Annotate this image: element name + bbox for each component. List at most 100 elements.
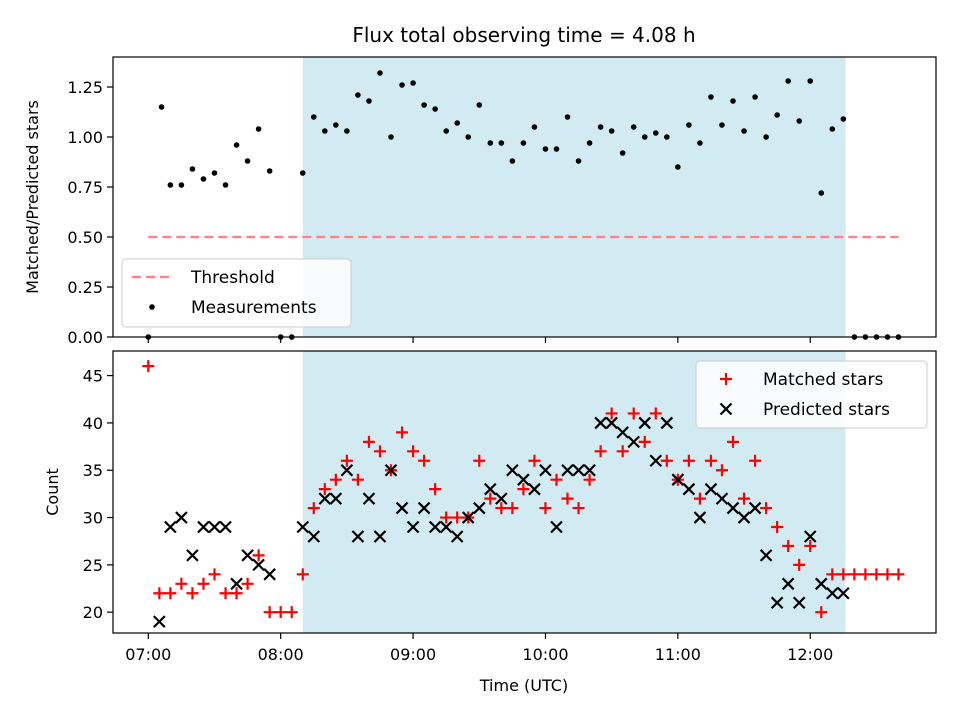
matched-stars-point [219,587,232,600]
matched-stars-point [175,577,188,590]
matched-stars-point [870,568,883,581]
measurement-point [619,150,626,156]
ratio-legend: Threshold Measurements [121,258,352,328]
predicted-stars-point [826,586,839,600]
matched-stars-point [720,373,732,385]
predicted-stars-point [726,501,740,515]
measurement-point [719,122,725,128]
measurement-point [708,94,714,100]
chart-title: Flux total observing time = 4.08 h [352,23,695,47]
measurement-point [675,164,681,170]
measurement-point [763,134,769,140]
predicted-stars-point [561,463,574,477]
matched-stars-point [727,435,740,448]
ratio-x-ticks [147,337,811,343]
ratio-panel: 0.00 0.25 0.50 0.75 1.00 1.25 Matched/Predict… [23,56,937,347]
matched-stars-point [396,426,409,439]
matched-stars-point [241,577,254,590]
measurement-point [730,98,736,104]
predicted-stars-point [649,454,663,468]
matched-stars-point [660,454,673,467]
predicted-stars-point [550,520,563,534]
matched-stars-point [649,407,662,420]
matched-stars-point [760,502,773,515]
predicted-stars-point [329,492,343,505]
measurement-point [222,182,229,188]
matched-stars-point [704,454,717,467]
measurement-point [167,182,174,188]
measurement-point [553,146,560,152]
matched-stars-point [362,435,375,448]
measurement-point [586,140,593,146]
count-panel: 20 25 30 35 40 45 07:00 08:00 09:00 10:00 11:00 12… [43,350,937,695]
measurement-point [465,134,472,140]
predicted-stars-point [781,577,795,591]
measurement-point [299,170,306,176]
predicted-stars-point [616,426,629,439]
legend-predicted-swatch [719,402,733,416]
matched-stars-point [142,360,155,373]
measurement-point [840,116,847,122]
matched-stars-point [517,483,530,496]
matched-stars-point [506,502,519,515]
matched-stars-point [252,549,265,562]
predicted-stars-point [671,473,685,486]
observing-window-shade [302,57,846,337]
measurement-point [432,106,438,112]
measurement-point [454,120,461,126]
legend-threshold-label: Threshold [190,268,275,288]
measurement-point [564,114,571,120]
measurement-point [785,78,791,84]
measurement-point [189,166,196,172]
measurement-point [531,124,538,130]
matched-stars-point [296,568,309,581]
predicted-stars-point [164,520,177,534]
matched-stars-point [164,587,177,600]
predicted-stars-point [605,416,618,430]
matched-stars-point [230,587,243,600]
measurement-point [377,70,383,76]
x-tick-label: 07:00 [125,645,171,664]
predicted-stars-point [737,511,751,524]
predicted-stars-point [384,463,398,477]
matched-stars-point [186,587,199,600]
measurement-point [608,128,615,134]
count-y-label: Count [43,468,62,516]
x-tick-label: 10:00 [522,645,568,664]
matched-stars-point [771,521,784,534]
predicted-stars-point [572,463,585,477]
matched-stars-point [285,606,298,619]
ratio-panel-frame [112,56,937,338]
measurement-point [310,114,317,120]
measurement-point [355,92,361,98]
measurement-point [652,130,659,136]
matched-stars-point [605,407,618,420]
matched-stars-point [451,511,464,524]
y-tick-label: 1.00 [67,128,103,147]
predicted-stars-point [428,520,442,534]
predicted-stars-point [373,530,387,543]
measurement-point [487,140,494,146]
matched-stars-point [881,568,894,581]
x-tick-label: 08:00 [258,645,304,664]
y-tick-label: 20 [83,603,103,622]
measurement-point [686,122,692,128]
predicted-stars-point [439,520,453,534]
measurement-point [211,170,218,176]
legend-box [121,258,352,328]
predicted-stars-point [803,530,817,543]
measurement-point [498,140,505,146]
matched-stars-point [616,445,629,458]
count-y-ticks: 20 25 30 35 40 45 [83,367,113,622]
predicted-stars-point [638,416,652,430]
matched-stars-point [693,492,706,505]
measurement-point [200,176,207,182]
predicted-stars-point [792,596,806,609]
count-points [142,360,905,628]
matched-stars-point [749,454,762,467]
measurement-point [520,140,527,146]
measurement-point [344,128,350,134]
matched-stars-point [550,473,563,486]
legend-box [695,360,928,429]
measurement-point [664,134,670,140]
